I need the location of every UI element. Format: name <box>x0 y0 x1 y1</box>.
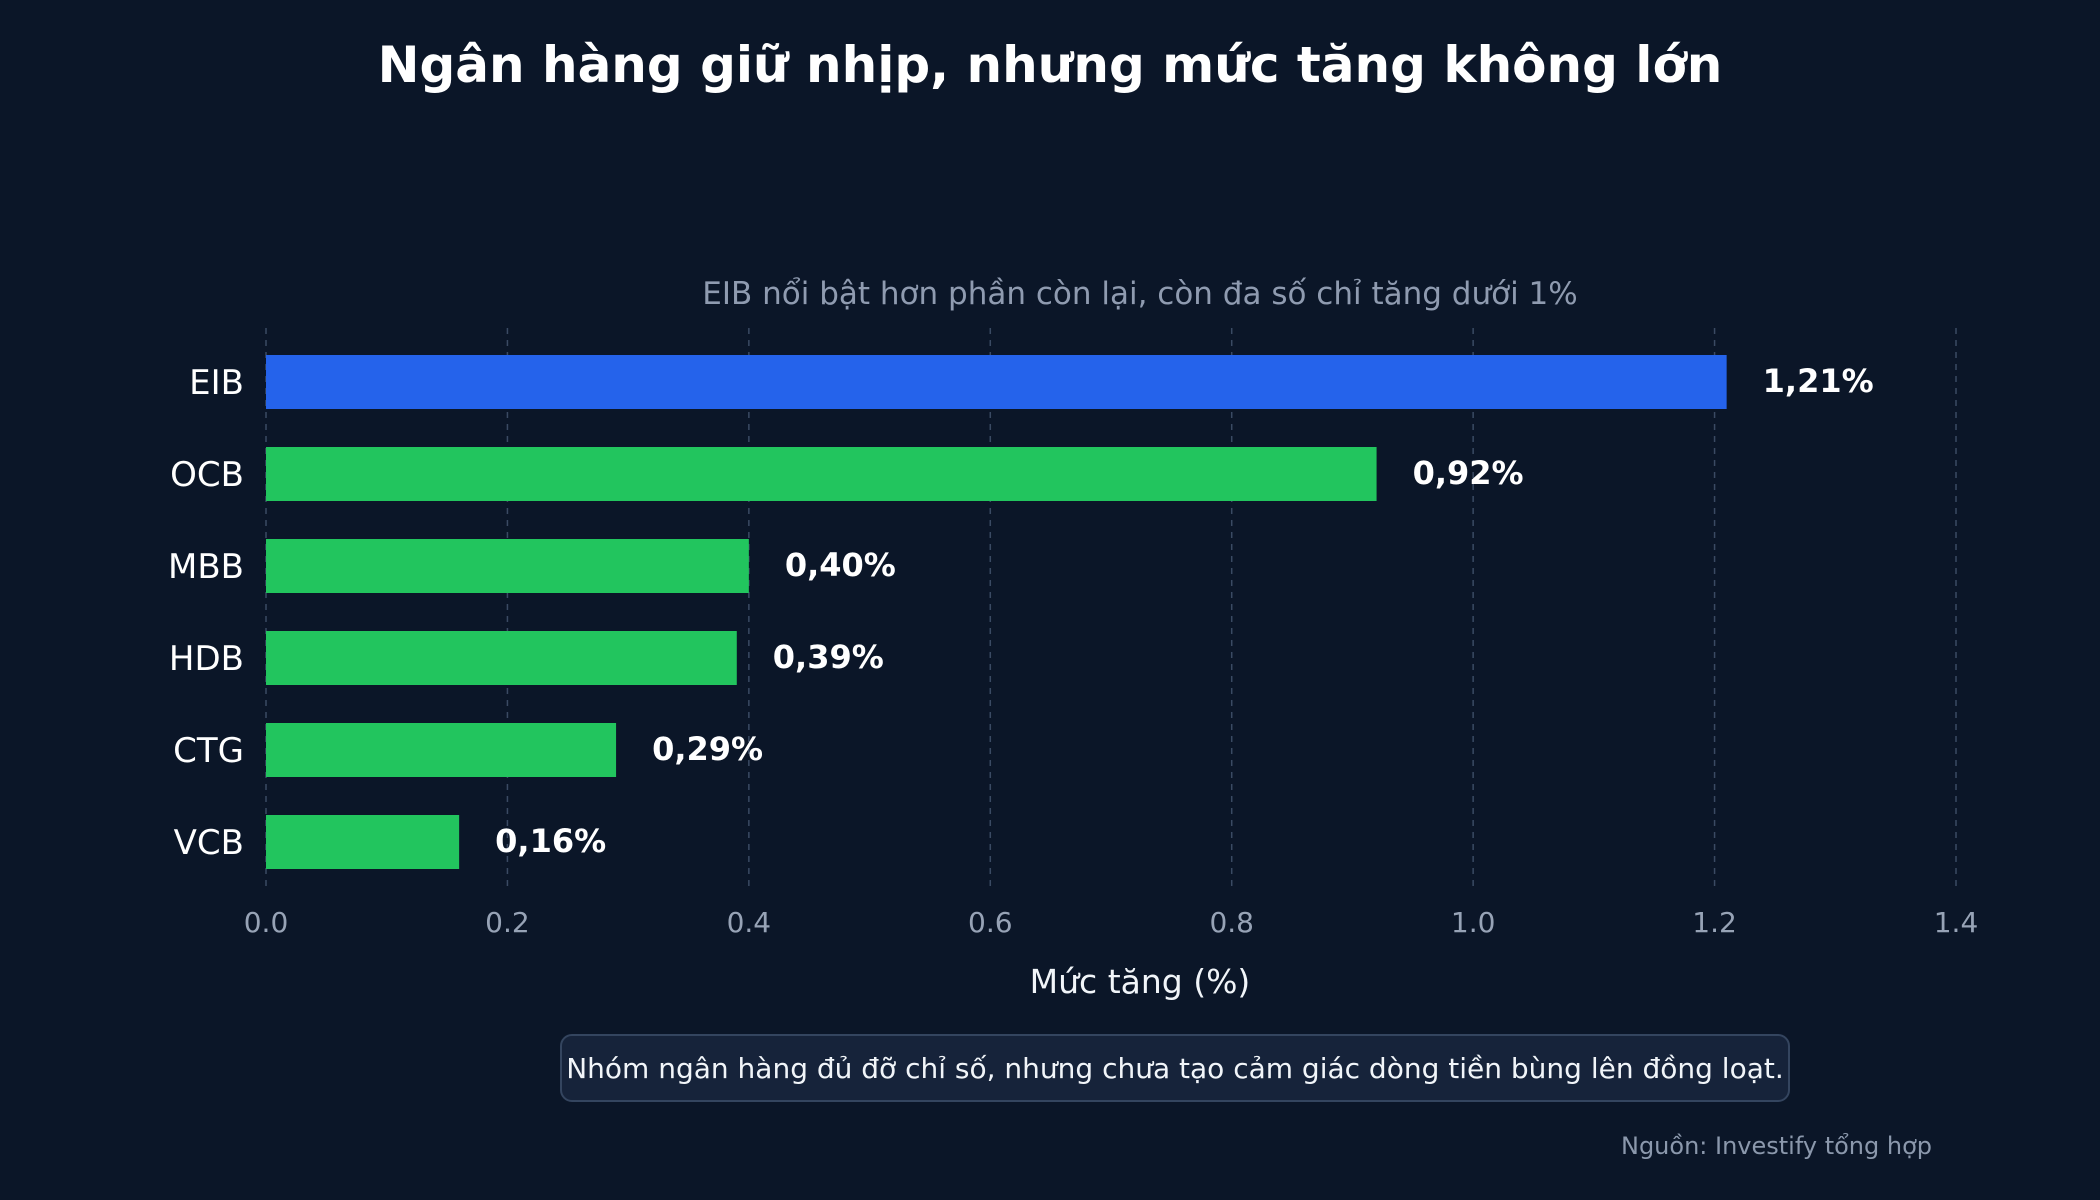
x-tick-label: 0.4 <box>727 906 772 939</box>
bar-eib <box>266 355 1727 409</box>
value-label: 0,92% <box>1413 454 1524 492</box>
x-axis-ticks: 0.0 0.2 0.4 0.6 0.8 1.0 1.2 1.4 <box>244 906 1979 939</box>
value-label: 0,40% <box>785 546 896 584</box>
x-tick-label: 1.2 <box>1692 906 1737 939</box>
x-tick-label: 1.0 <box>1451 906 1496 939</box>
category-label: EIB <box>189 363 244 403</box>
category-label: OCB <box>170 455 244 495</box>
grid-lines <box>265 328 1957 890</box>
bar-ocb <box>266 447 1377 501</box>
bars: EIB 1,21% OCB 0,92% MBB 0,40% HDB 0,39% CTG 0,29%… <box>168 355 1874 869</box>
x-tick-label: 0.0 <box>244 906 289 939</box>
bar-vcb <box>266 815 460 869</box>
category-label: MBB <box>168 547 244 587</box>
category-label: HDB <box>169 639 244 679</box>
category-label: CTG <box>173 731 244 771</box>
chart-title: Ngân hàng giữ nhịp, nhưng mức tăng không… <box>377 36 1723 94</box>
x-axis-label: Mức tăng (%) <box>1030 962 1251 1001</box>
category-label: VCB <box>174 823 244 863</box>
value-label: 0,39% <box>773 638 884 676</box>
source-note: Nguồn: Investify tổng hợp <box>1620 1132 1932 1160</box>
value-label: 0,29% <box>652 730 763 768</box>
chart-subtitle: EIB nổi bật hơn phần còn lại, còn đa số … <box>702 276 1577 312</box>
x-tick-label: 0.2 <box>485 906 530 939</box>
bar-mbb <box>266 539 749 593</box>
bar-hdb <box>266 631 737 685</box>
annotation-box: Nhóm ngân hàng đủ đỡ chỉ số, nhưng chưa … <box>560 1034 1790 1102</box>
value-label: 1,21% <box>1763 362 1874 400</box>
value-label: 0,16% <box>495 822 606 860</box>
bar-ctg <box>266 723 617 777</box>
x-tick-label: 1.4 <box>1934 906 1979 939</box>
x-tick-label: 0.8 <box>1209 906 1254 939</box>
x-tick-label: 0.6 <box>968 906 1013 939</box>
